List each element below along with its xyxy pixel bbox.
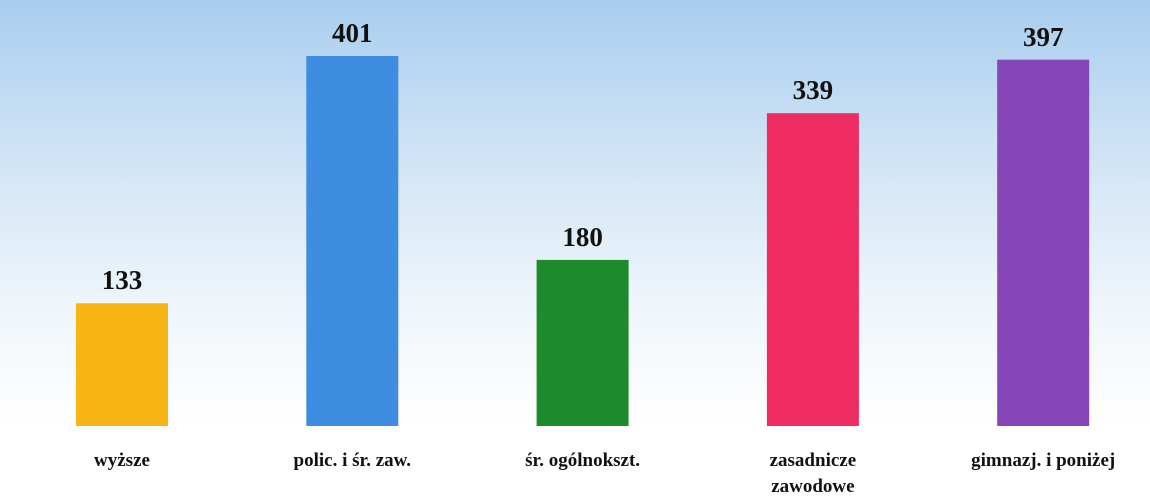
bar [306, 56, 399, 426]
x-tick-label: śr. ogólnokszt. [525, 450, 641, 471]
x-tick-label: zasadnicze zawodowe [769, 450, 857, 497]
value-label: 133 [101, 265, 143, 296]
bar [76, 303, 168, 426]
bar [997, 59, 1090, 427]
value-label: 339 [792, 75, 834, 106]
x-tick-label: wyższe [94, 450, 150, 471]
x-tick-label: gimnazj. i poniżej [971, 450, 1116, 471]
value-label: 180 [562, 221, 603, 252]
value-label: 401 [332, 18, 373, 48]
value-label: 397 [1022, 21, 1064, 52]
x-tick-label: polic. i śr. zaw. [293, 450, 412, 471]
bar [766, 113, 859, 427]
bar [536, 259, 629, 426]
